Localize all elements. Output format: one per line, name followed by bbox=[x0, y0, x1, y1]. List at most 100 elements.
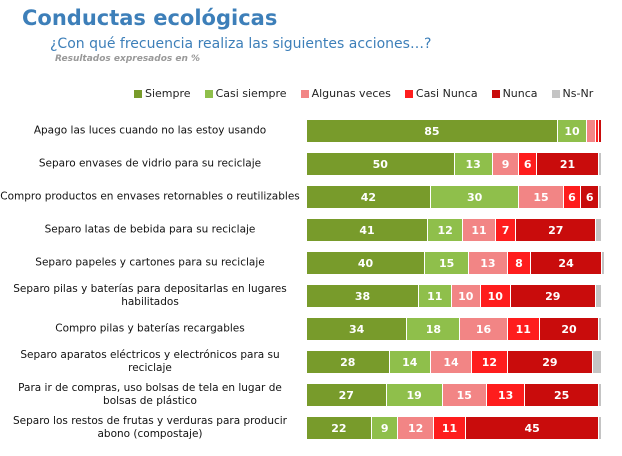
legend-label: Nunca bbox=[502, 87, 538, 100]
bar-segment: 27 bbox=[516, 219, 597, 241]
bar-segment: 15 bbox=[425, 252, 470, 274]
bar-row: 28 14 14 12 29 bbox=[307, 351, 602, 373]
legend-item: Ns-Nr bbox=[551, 87, 594, 100]
bar-segment: 12 bbox=[472, 351, 508, 373]
bar-segment: 19 bbox=[386, 384, 443, 406]
bar-segment: 11 bbox=[463, 219, 496, 241]
bar-segment bbox=[599, 153, 602, 175]
bar-segment: 85 bbox=[307, 120, 558, 142]
category-label: Separo latas de bebida para su reciclaje bbox=[44, 223, 256, 236]
category-label: Separo papeles y cartones para su recicl… bbox=[35, 256, 265, 269]
chart-subtitle: ¿Con qué frecuencia realiza las siguient… bbox=[50, 36, 432, 52]
bar-segment: 38 bbox=[307, 285, 420, 307]
bar-segment bbox=[587, 120, 597, 142]
legend-item: Algunas veces bbox=[300, 87, 391, 100]
bar-segment: 18 bbox=[407, 318, 461, 340]
bar-segment: 13 bbox=[486, 384, 526, 406]
bar-segment: 29 bbox=[510, 285, 597, 307]
bar-segment bbox=[599, 318, 602, 340]
legend-swatch bbox=[300, 89, 309, 98]
legend-label: Siempre bbox=[145, 87, 191, 100]
bar-segment: 12 bbox=[427, 219, 464, 241]
category-label: Para ir de compras, uso bolsas de tela e… bbox=[18, 382, 282, 407]
legend-swatch bbox=[404, 89, 413, 98]
bar-row: 22 9 12 11 45 bbox=[307, 417, 602, 439]
bar-row: 40 15 13 8 24 bbox=[307, 252, 605, 274]
bar-segment bbox=[599, 417, 602, 439]
category-label: Separo aparatos eléctricos y electrónico… bbox=[20, 349, 280, 374]
bar-segment: 7 bbox=[495, 219, 517, 241]
legend: Siempre Casi siempre Algunas veces Casi Nun… bbox=[134, 87, 593, 100]
bar-segment: 30 bbox=[430, 186, 520, 208]
bar-segment bbox=[601, 252, 605, 274]
bar-segment: 27 bbox=[307, 384, 387, 406]
legend-item: Casi siempre bbox=[204, 87, 287, 100]
bar-segment bbox=[596, 120, 600, 142]
bar-segment: 12 bbox=[398, 417, 434, 439]
bar-segment: 9 bbox=[371, 417, 399, 439]
category-label: Separo pilas y baterías para depositarla… bbox=[13, 283, 287, 308]
bar-row: 50 13 9 6 21 bbox=[307, 153, 602, 175]
bar-row: 38 11 10 10 29 bbox=[307, 285, 602, 307]
bar-segment bbox=[599, 186, 602, 208]
bar-segment: 6 bbox=[519, 153, 538, 175]
legend-label: Casi Nunca bbox=[415, 87, 478, 100]
bar-segment: 10 bbox=[451, 285, 482, 307]
bar-segment: 15 bbox=[442, 384, 487, 406]
chart-note: Resultados expresados en % bbox=[55, 54, 201, 64]
legend-swatch bbox=[204, 89, 213, 98]
legend-item: Siempre bbox=[134, 87, 191, 100]
bar-segment: 40 bbox=[307, 252, 425, 274]
bar-segment bbox=[599, 120, 602, 142]
bar-segment: 41 bbox=[307, 219, 428, 241]
category-label: Compro pilas y baterías recargables bbox=[55, 322, 245, 335]
bar-segment: 50 bbox=[307, 153, 455, 175]
legend-swatch bbox=[491, 89, 500, 98]
bar-segment: 15 bbox=[519, 186, 564, 208]
bar-segment: 11 bbox=[507, 318, 541, 340]
bar-segment: 21 bbox=[537, 153, 600, 175]
category-label: Compro productos en envases retornables … bbox=[0, 190, 300, 203]
category-label: Separo los restos de frutas y verduras p… bbox=[12, 415, 287, 440]
bar-segment: 6 bbox=[581, 186, 600, 208]
legend-swatch bbox=[134, 89, 142, 98]
legend-item: Casi Nunca bbox=[404, 87, 478, 100]
legend-label: Algunas veces bbox=[311, 87, 391, 100]
bar-segment: 28 bbox=[307, 351, 390, 373]
legend-label: Casi siempre bbox=[215, 87, 287, 100]
bar-segment: 29 bbox=[507, 351, 594, 373]
bar-segment bbox=[593, 351, 602, 373]
bar-segment: 8 bbox=[507, 252, 532, 274]
bar-segment bbox=[596, 285, 602, 307]
bar-segment: 16 bbox=[460, 318, 508, 340]
bar-segment: 13 bbox=[469, 252, 508, 274]
bar-row: 41 12 11 7 27 bbox=[307, 219, 602, 241]
bar-segment: 14 bbox=[389, 351, 431, 373]
legend-item: Nunca bbox=[491, 87, 538, 100]
legend-swatch bbox=[551, 89, 560, 98]
bar-segment: 20 bbox=[540, 318, 600, 340]
bar-segment: 24 bbox=[531, 252, 602, 274]
chart-title: Conductas ecológicas bbox=[22, 6, 278, 30]
bar-segment: 13 bbox=[454, 153, 493, 175]
category-label: Separo envases de vidrio para su recicla… bbox=[38, 157, 262, 170]
bar-segment: 25 bbox=[525, 384, 600, 406]
bar-segment: 9 bbox=[492, 153, 520, 175]
bar-segment: 10 bbox=[481, 285, 511, 307]
bar-segment: 14 bbox=[430, 351, 473, 373]
bar-row: 42 30 15 6 6 bbox=[307, 186, 602, 208]
bar-segment: 11 bbox=[433, 417, 467, 439]
bar-segment: 6 bbox=[563, 186, 582, 208]
bar-row: 85 10 bbox=[307, 120, 602, 142]
bar-segment: 22 bbox=[307, 417, 372, 439]
bar-segment bbox=[599, 384, 602, 406]
bar-segment: 42 bbox=[307, 186, 431, 208]
bar-row: 34 18 16 11 20 bbox=[307, 318, 602, 340]
legend-label: Ns-Nr bbox=[562, 87, 594, 100]
category-label: Apago las luces cuando no las estoy usan… bbox=[33, 124, 267, 137]
bar-segment bbox=[596, 219, 602, 241]
bar-row: 27 19 15 13 25 bbox=[307, 384, 602, 406]
bar-segment: 45 bbox=[466, 417, 600, 439]
bar-segment: 11 bbox=[419, 285, 452, 307]
